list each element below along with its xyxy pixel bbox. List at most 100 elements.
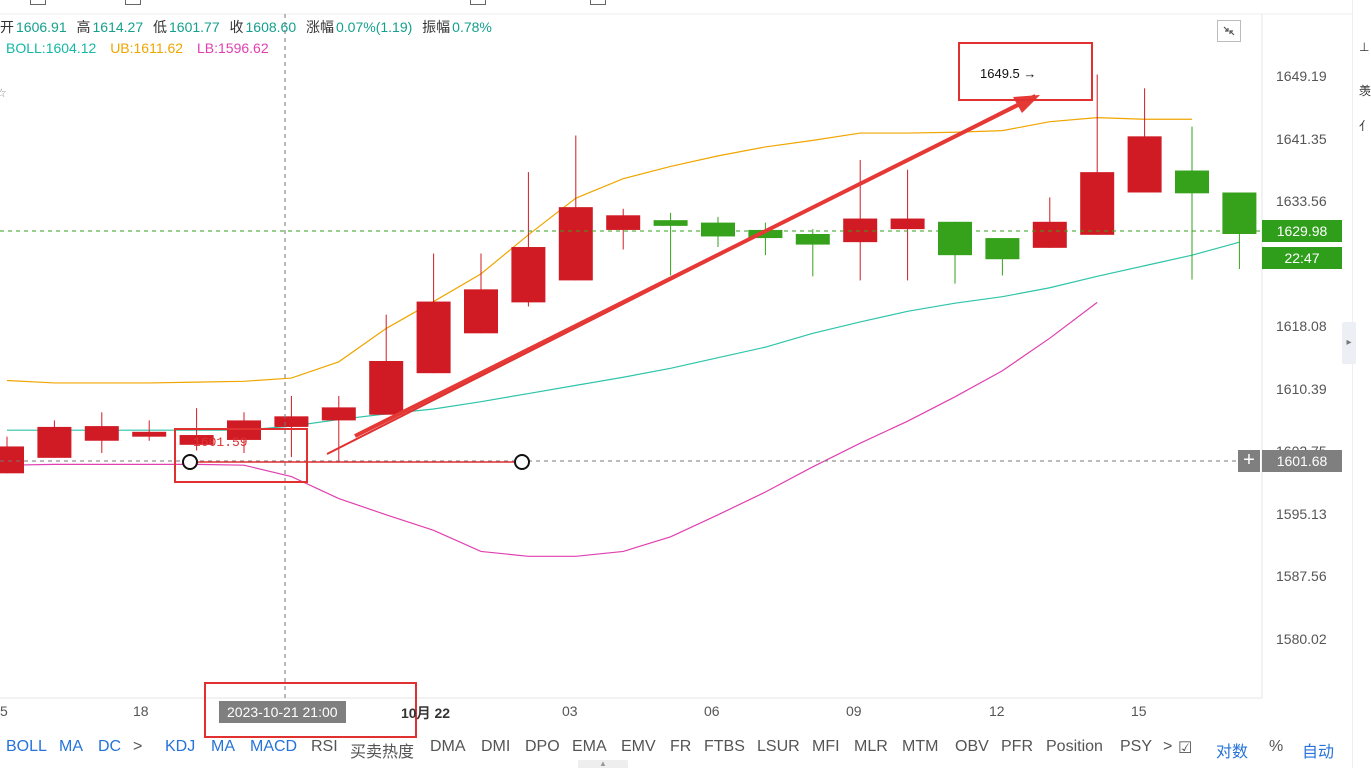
y-tick-label: 1595.13 — [1276, 506, 1327, 522]
x-tick-label: 03 — [562, 703, 578, 719]
indicator-tab[interactable]: PSY — [1120, 738, 1153, 755]
open-label: 开 — [0, 19, 14, 35]
indicator-tab[interactable]: DMA — [430, 738, 466, 755]
toolbar-item[interactable] — [30, 0, 46, 5]
y-tick-label: 1618.08 — [1276, 318, 1327, 334]
top-toolbar — [0, 0, 1371, 10]
candle-body — [558, 207, 593, 281]
y-tick-label: 1633.56 — [1276, 193, 1327, 209]
x-tick-label: 10月 22 — [401, 705, 451, 721]
panel-glyph: 亻 — [1359, 119, 1371, 133]
ub-value: UB:1611.62 — [110, 40, 184, 56]
indicator-tab[interactable]: MA — [59, 738, 83, 755]
indicator-tab[interactable]: MLR — [854, 738, 888, 755]
candle-body — [274, 416, 309, 427]
candle-body — [1127, 136, 1162, 193]
panel-glyph: ⊥ — [1359, 40, 1370, 54]
indicator-toolbar: BOLL MA DC > KDJ MA MACD RSI 买卖热度 DMA DMI DPO EMA EMV… — [0, 736, 1371, 761]
auto-scale-toggle[interactable]: 自动 — [1302, 744, 1335, 761]
indicator-tab[interactable]: MTM — [902, 738, 939, 755]
candle-body — [1222, 192, 1257, 235]
open-value: 1606.91 — [16, 19, 67, 35]
indicator-tab[interactable]: FR — [670, 738, 692, 755]
candle-body — [227, 420, 261, 440]
candle-body — [1080, 172, 1115, 235]
candle-body — [132, 431, 167, 437]
candle-body — [464, 289, 498, 334]
lb-value: LB:1596.62 — [196, 40, 269, 56]
candle-body — [606, 215, 641, 230]
boll-legend: BOLL:1604.12 UB:1611.62 LB:1596.62 — [6, 40, 279, 56]
candle-body — [179, 435, 214, 445]
amplitude-value: 0.78% — [452, 19, 492, 35]
candle-body — [938, 221, 972, 256]
indicator-tab[interactable]: PFR — [1001, 738, 1033, 755]
arrow-line — [354, 102, 1021, 438]
indicator-tab[interactable]: DPO — [525, 738, 560, 755]
indicator-tab[interactable]: DMI — [481, 738, 511, 755]
low-value: 1601.77 — [169, 19, 220, 35]
indicator-tab[interactable]: LSUR — [757, 738, 800, 755]
indicator-tab[interactable]: MA — [211, 738, 235, 755]
candle-body — [890, 218, 925, 230]
x-tick-label: 09 — [846, 703, 862, 719]
candle-body — [701, 222, 735, 237]
candle-body — [653, 220, 688, 226]
candle-body — [369, 360, 404, 415]
x-tick-label: 5 — [0, 703, 8, 719]
y-tick-label: 1649.19 — [1276, 68, 1327, 84]
candle-body — [37, 426, 72, 458]
middle-band-line — [7, 241, 1240, 431]
candle-body — [795, 234, 830, 245]
indicator-tab[interactable]: FTBS — [704, 738, 745, 755]
y-tick-label: 1610.39 — [1276, 381, 1327, 397]
percent-toggle[interactable]: % — [1269, 738, 1284, 755]
resize-handle-icon[interactable]: ▲ — [578, 760, 628, 768]
expand-icon[interactable] — [1217, 20, 1241, 42]
add-alert-icon[interactable]: + — [1238, 450, 1260, 472]
toolbar-item[interactable] — [125, 0, 141, 5]
indicator-tab[interactable]: KDJ — [165, 738, 196, 755]
indicator-tab[interactable]: 买卖热度 — [350, 744, 415, 761]
arrow-head — [1013, 95, 1040, 113]
indicator-tab[interactable]: BOLL — [6, 738, 47, 755]
y-tick-label: 1580.02 — [1276, 631, 1327, 647]
indicator-tab[interactable]: MFI — [812, 738, 840, 755]
candle-body — [321, 407, 356, 421]
close-value: 1608.60 — [245, 19, 297, 35]
candle-body — [985, 238, 1020, 260]
collapse-panel-icon[interactable]: ▸ — [1342, 322, 1356, 364]
toolbar-item[interactable] — [590, 0, 606, 5]
y-tick-label: 1641.35 — [1276, 131, 1327, 147]
drawing-handle — [182, 454, 198, 470]
x-tick-label: 12 — [989, 703, 1005, 719]
x-tick-label: 06 — [704, 703, 720, 719]
change-label: 涨幅 — [306, 19, 334, 35]
chevron-right-icon[interactable]: > — [1163, 738, 1173, 755]
x-tick-label: 15 — [1131, 703, 1147, 719]
indicator-tab[interactable]: DC — [98, 738, 122, 755]
star-icon[interactable]: ☆ — [0, 86, 7, 100]
change-value: 0.07%(1.19) — [336, 19, 413, 35]
candle-body — [416, 301, 451, 374]
horizontal-line-label: 1601.59 — [193, 435, 248, 450]
highlight-box — [174, 428, 308, 483]
crosshair-price-tag: 1601.68 — [1262, 450, 1342, 472]
indicator-tab[interactable]: EMA — [572, 738, 607, 755]
indicator-tab[interactable]: RSI — [311, 738, 338, 755]
boll-value: BOLL:1604.12 — [6, 40, 97, 56]
edit-icon[interactable]: ☑ — [1178, 740, 1193, 757]
candle-body — [748, 229, 783, 239]
toolbar-item[interactable] — [470, 0, 486, 5]
right-panel: ⊥ 羡 亻 ▸ — [1342, 0, 1371, 768]
indicator-tab[interactable]: EMV — [621, 738, 656, 755]
chevron-right-icon[interactable]: > — [133, 738, 143, 755]
upper-band-line — [6, 117, 1192, 384]
indicator-tab[interactable]: OBV — [955, 738, 989, 755]
last-price-tag: 1629.98 — [1262, 220, 1342, 242]
indicator-tab[interactable]: Position — [1046, 738, 1103, 755]
indicator-tab[interactable]: MACD — [250, 738, 298, 755]
log-scale-toggle[interactable]: 对数 — [1216, 744, 1249, 761]
high-marker-label: 1649.5 → — [980, 66, 1036, 81]
